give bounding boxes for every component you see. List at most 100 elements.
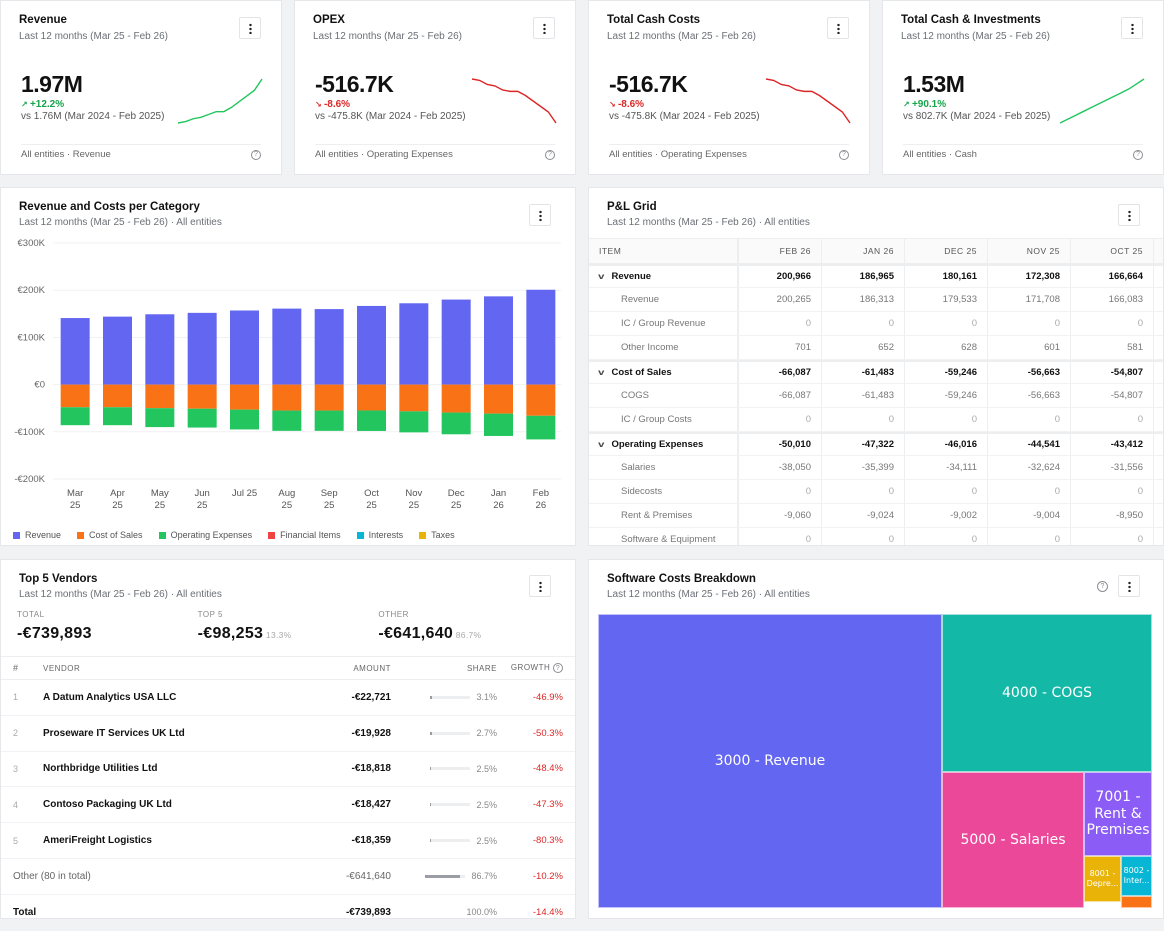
more-options-button[interactable] [239, 17, 261, 39]
bar-operating-expenses [441, 412, 471, 435]
legend-item[interactable]: Interests [356, 530, 403, 540]
column-growth: GROWTH ? [501, 663, 575, 674]
help-icon[interactable]: ? [1133, 149, 1143, 160]
row-label: v Cost of Sales [589, 362, 739, 383]
vendor-name: Contoso Packaging UK Ltd [43, 799, 172, 811]
card-title: Total Cash & Investments [901, 14, 1041, 26]
kpi-footer: All entities · Operating Expenses? [609, 144, 849, 160]
grid-cell: 166,083 [1071, 288, 1154, 311]
legend-item[interactable]: Revenue [13, 530, 61, 540]
treemap-cell[interactable]: 7001 - Rent & Premises [1084, 772, 1152, 856]
card-title: Revenue [19, 14, 67, 26]
more-options-button[interactable] [1118, 204, 1140, 226]
share-percent: 3.1% [476, 692, 497, 703]
vendor-rows: 1 A Datum Analytics USA LLC -€22,721 3.1% -4… [1, 680, 575, 931]
treemap-cell[interactable]: 4000 - COGS [942, 614, 1152, 772]
vendor-amount: -€18,359 [351, 835, 391, 847]
help-icon[interactable]: ? [553, 663, 563, 674]
grid-cell: 166,664 [1071, 266, 1154, 287]
grid-row: Salaries -38,050 -35,399 -34,111 -32,624 -31,… [589, 456, 1163, 480]
chevron-down-icon[interactable]: v [598, 368, 605, 377]
vendor-row[interactable]: 2 Proseware IT Services UK Ltd -€19,928 2.7… [1, 716, 575, 752]
treemap-cell[interactable]: 5000 - Salaries [942, 772, 1084, 908]
grid-cell: 0 [1071, 408, 1154, 431]
legend-item[interactable]: Taxes [419, 530, 455, 540]
more-options-button[interactable] [533, 17, 555, 39]
x-tick-label: Apr 25 [110, 488, 125, 511]
bar-cost-of-sales [187, 384, 217, 409]
grid-column-header[interactable]: OCT 25 [1071, 239, 1154, 263]
legend-item[interactable]: Cost of Sales [77, 530, 143, 540]
share-bar-fill [430, 803, 432, 807]
grid-cell: -31,556 [1071, 456, 1154, 479]
kpi-card-total-cash-costs: Total Cash Costs Last 12 months (Mar 25 -… [588, 0, 870, 175]
grid-cell: 628 [905, 336, 988, 359]
treemap-cell[interactable]: 8001 - Depre... [1084, 856, 1121, 902]
more-options-button[interactable] [529, 204, 551, 226]
share-percent: 2.7% [476, 728, 497, 739]
help-icon[interactable]: ? [839, 149, 849, 160]
more-options-button[interactable] [827, 17, 849, 39]
grid-cell: -56,663 [988, 384, 1071, 407]
row-label-text: Revenue [621, 294, 660, 305]
more-options-button[interactable] [529, 575, 551, 597]
card-subtitle: Last 12 months (Mar 25 - Feb 26) · All e… [19, 217, 222, 228]
vendor-other-row[interactable]: Other (80 in total) -€641,640 86.7% -10.2% [1, 859, 575, 895]
row-label-text: IC / Group Revenue [621, 318, 706, 329]
legend-swatch [77, 531, 85, 539]
grid-column-header[interactable]: NOV 25 [988, 239, 1071, 263]
summary-amount: -€641,640 [378, 625, 454, 642]
grid-cell: 186,965 [822, 266, 905, 287]
legend-label: Revenue [25, 530, 62, 540]
grid-group-row[interactable]: v Revenue 200,966 186,965 180,161 172,308 166,… [589, 264, 1163, 288]
treemap-cell[interactable]: 3000 - Revenue [598, 614, 942, 908]
trend-up-icon: ↗ [903, 100, 912, 109]
more-options-button[interactable] [1121, 17, 1143, 39]
x-tick-label: Nov 25 [405, 488, 422, 511]
grid-column-header[interactable]: JAN 26 [822, 239, 905, 263]
bar-operating-expenses [357, 410, 386, 431]
grid-cell: -66,087 [739, 362, 822, 383]
grid-group-row[interactable]: v Cost of Sales -66,087 -61,483 -59,246 -56,6… [589, 360, 1163, 384]
vendor-growth: -80.3% [532, 835, 563, 847]
treemap-cell[interactable] [1121, 896, 1152, 908]
vendor-row[interactable]: 5 AmeriFreight Logistics -€18,359 2.5% -80.3… [1, 823, 575, 859]
grid-group-row[interactable]: v Operating Expenses -50,010 -47,322 -46,016… [589, 432, 1163, 456]
legend-item[interactable]: Financial Items [268, 530, 341, 540]
grid-cell: -56,663 [988, 362, 1071, 383]
grid-cell: 0 [1071, 312, 1154, 335]
chevron-down-icon[interactable]: v [598, 440, 605, 449]
vendor-amount: -€18,427 [351, 799, 391, 811]
vendor-growth: -46.9% [532, 691, 563, 703]
vendor-row[interactable]: 4 Contoso Packaging UK Ltd -€18,427 2.5% -47… [1, 787, 575, 824]
x-tick-label: Jul 25 [232, 488, 257, 499]
bar-operating-expenses [526, 415, 556, 440]
grid-row: COGS -66,087 -61,483 -59,246 -56,663 -54,807 [589, 384, 1163, 408]
legend-item[interactable]: Operating Expenses [158, 530, 252, 540]
grid-column-header[interactable]: FEB 26 [739, 239, 822, 263]
x-tick-label: Feb 26 [533, 488, 549, 511]
row-label-text: Other Income [621, 342, 679, 353]
bar-cost-of-sales [145, 384, 175, 409]
help-icon[interactable]: ? [251, 149, 261, 160]
more-options-button[interactable] [1118, 575, 1140, 597]
legend-swatch [158, 531, 166, 539]
legend-swatch [419, 531, 427, 539]
grid-cell: -8,950 [1071, 504, 1154, 527]
treemap-cell[interactable]: 8002 - Inter... [1121, 856, 1152, 896]
column-share: SHARE [466, 663, 497, 673]
vendor-row[interactable]: 1 A Datum Analytics USA LLC -€22,721 3.1% -4… [1, 680, 575, 716]
grid-column-header[interactable]: ITEM [589, 239, 739, 263]
grid-cell: 179,533 [905, 288, 988, 311]
help-icon[interactable]: ? [1097, 581, 1108, 592]
chevron-down-icon[interactable]: v [598, 272, 605, 281]
bar-cost-of-sales [272, 384, 302, 411]
help-icon[interactable]: ? [545, 149, 555, 160]
grid-cell: 0 [739, 528, 822, 545]
grid-column-header[interactable]: DEC 25 [905, 239, 988, 263]
vendor-row[interactable]: 3 Northbridge Utilities Ltd -€18,818 2.5% -4… [1, 752, 575, 788]
kpi-delta-value: -8.6% [323, 99, 351, 110]
summary-amount: -€98,253 [197, 625, 264, 642]
summary-label: TOTAL [17, 610, 45, 619]
vendor-total-row[interactable]: Total -€739,893 100.0% -14.4% [1, 895, 575, 931]
